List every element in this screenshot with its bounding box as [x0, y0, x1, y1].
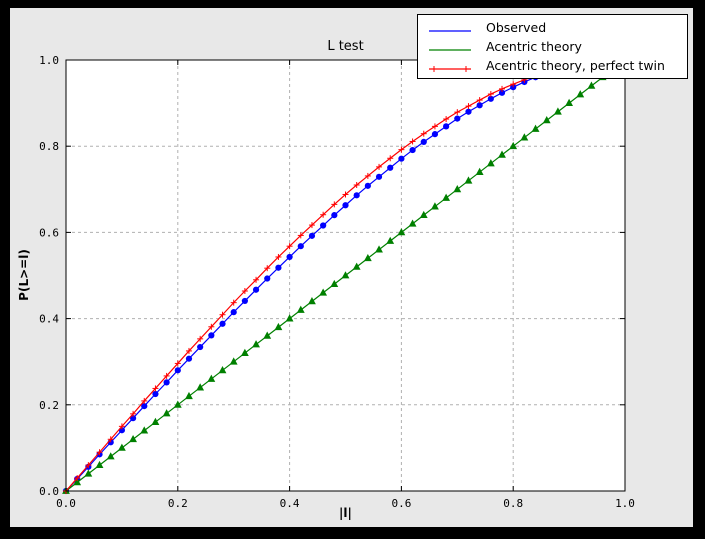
- legend-item-observed: Observed: [427, 18, 683, 37]
- svg-text:0.2: 0.2: [168, 497, 188, 510]
- legend-label-acentric-theory: Acentric theory: [486, 39, 582, 54]
- plot-area: 0.0 0.2 0.4 0.6 0.8 1.0 0.0 0.2 0.4 0.6 0.8 1.0: [39, 54, 635, 510]
- svg-text:0.4: 0.4: [39, 313, 59, 326]
- legend-item-acentric-theory: Acentric theory: [427, 37, 683, 56]
- svg-text:0.6: 0.6: [391, 497, 411, 510]
- svg-text:0.4: 0.4: [280, 497, 300, 510]
- legend-line-sample-observed-icon: [427, 22, 473, 34]
- svg-text:0.0: 0.0: [39, 485, 59, 498]
- x-axis-label: |l|: [339, 506, 352, 520]
- svg-text:0.2: 0.2: [39, 399, 59, 412]
- y-axis-label: P(L>=l): [17, 249, 31, 301]
- svg-text:1.0: 1.0: [39, 54, 59, 67]
- chart-title: L test: [327, 39, 364, 54]
- legend-line-sample-perfect-twin-icon: [427, 60, 473, 72]
- legend-line-sample-acentric-icon: [427, 41, 473, 53]
- svg-text:0.6: 0.6: [39, 226, 59, 239]
- legend: Observed Acentric theory Acentric theory…: [417, 14, 688, 79]
- svg-text:0.8: 0.8: [39, 140, 59, 153]
- figure-canvas: 0.0 0.2 0.4 0.6 0.8 1.0 0.0 0.2 0.4 0.6 0.8 1.0 L t…: [10, 8, 693, 527]
- svg-text:1.0: 1.0: [615, 497, 635, 510]
- legend-label-observed: Observed: [486, 20, 547, 35]
- legend-item-perfect-twin: Acentric theory, perfect twin: [427, 56, 683, 75]
- svg-text:0.8: 0.8: [503, 497, 523, 510]
- svg-text:0.0: 0.0: [56, 497, 76, 510]
- legend-label-perfect-twin: Acentric theory, perfect twin: [486, 58, 665, 73]
